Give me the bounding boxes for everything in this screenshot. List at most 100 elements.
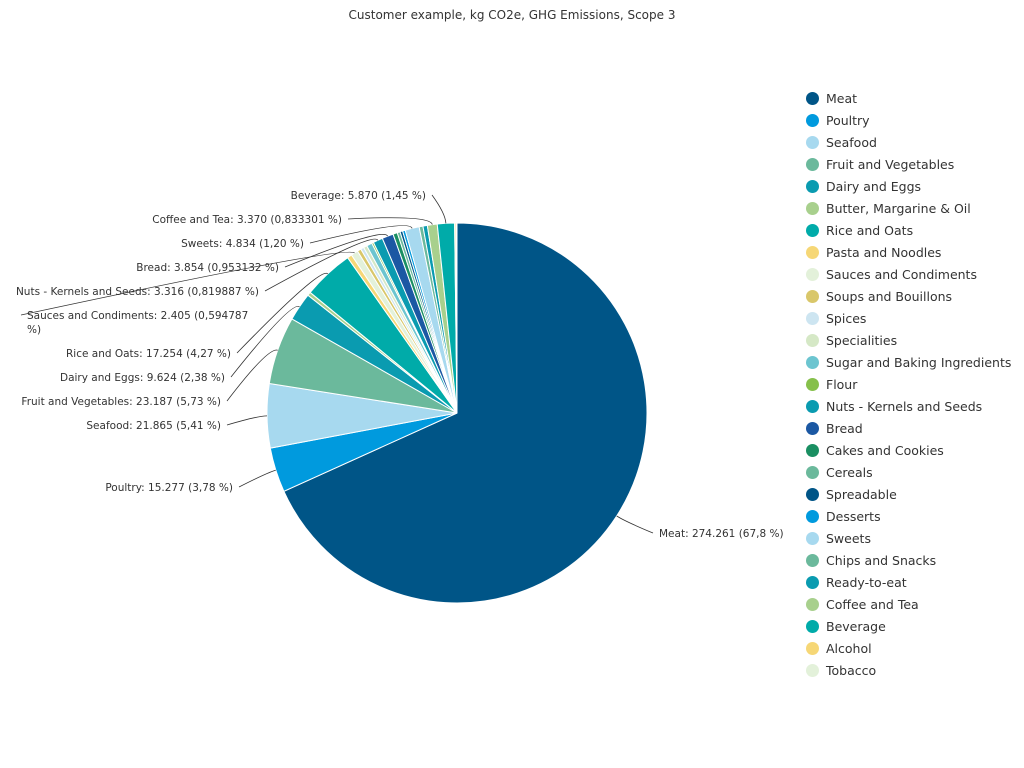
data-label: Coffee and Tea: 3.370 (0,833301 %)	[152, 214, 342, 226]
legend-item[interactable]: Meat	[806, 87, 1021, 109]
legend-label: Flour	[826, 376, 858, 392]
legend-label: Pasta and Noodles	[826, 244, 942, 260]
legend-item[interactable]: Cakes and Cookies	[806, 439, 1021, 461]
leader-line	[347, 217, 433, 225]
legend-marker	[806, 355, 819, 369]
legend-item[interactable]: Nuts - Kernels and Seeds	[806, 395, 1021, 417]
legend-marker	[806, 377, 819, 391]
legend-item[interactable]: Sugar and Baking Ingredients	[806, 351, 1021, 373]
legend-label: Spreadable	[826, 486, 897, 502]
legend-marker	[806, 399, 819, 413]
legend-label: Sauces and Condiments	[826, 266, 977, 282]
legend-marker	[806, 135, 819, 149]
leader-line	[431, 194, 447, 224]
pie-slice-tobacco[interactable]	[455, 222, 458, 414]
legend-label: Desserts	[826, 508, 881, 524]
legend-item[interactable]: Cereals	[806, 461, 1021, 483]
legend-item[interactable]: Chips and Snacks	[806, 549, 1021, 571]
legend-label: Fruit and Vegetables	[826, 156, 955, 172]
leader-line	[616, 515, 654, 534]
leader-line	[20, 251, 355, 316]
legend-item[interactable]: Soups and Bouillons	[806, 285, 1021, 307]
legend-label: Butter, Margarine & Oil	[826, 200, 971, 216]
legend-label: Sugar and Baking Ingredients	[826, 354, 1012, 370]
leader-line	[284, 233, 388, 268]
leader-line	[309, 225, 413, 244]
legend-item[interactable]: Fruit and Vegetables	[806, 153, 1021, 175]
legend-item[interactable]: Alcohol	[806, 637, 1021, 659]
legend-marker	[806, 443, 819, 457]
legend-item[interactable]: Dairy and Eggs	[806, 175, 1021, 197]
legend-marker	[806, 91, 819, 105]
legend-label: Meat	[826, 90, 858, 106]
legend-label: Rice and Oats	[826, 222, 914, 238]
legend-marker	[806, 289, 819, 303]
legend-item[interactable]: Seafood	[806, 131, 1021, 153]
legend-item[interactable]: Desserts	[806, 505, 1021, 527]
legend-marker	[806, 509, 819, 523]
legend-item[interactable]: Specialities	[806, 329, 1021, 351]
legend-marker	[806, 179, 819, 193]
legend-marker	[806, 333, 819, 347]
legend-marker	[806, 421, 819, 435]
data-label: Sauces and Condiments: 2.405 (0,594787%)	[27, 310, 248, 336]
legend-marker	[806, 201, 819, 215]
legend-item[interactable]: Rice and Oats	[806, 219, 1021, 241]
legend-item[interactable]: Butter, Margarine & Oil	[806, 197, 1021, 219]
data-label: Beverage: 5.870 (1,45 %)	[291, 190, 426, 202]
legend-marker	[806, 553, 819, 567]
data-label: Fruit and Vegetables: 23.187 (5,73 %)	[21, 396, 221, 408]
legend-item[interactable]: Sweets	[806, 527, 1021, 549]
legend-label: Poultry	[826, 112, 870, 128]
legend-label: Spices	[826, 310, 867, 326]
legend-marker	[806, 487, 819, 501]
legend-marker	[806, 597, 819, 611]
legend-marker	[806, 223, 819, 237]
legend-label: Soups and Bouillons	[826, 288, 953, 304]
data-label: Rice and Oats: 17.254 (4,27 %)	[66, 348, 231, 360]
data-label: Nuts - Kernels and Seeds: 3.316 (0,81988…	[16, 286, 259, 298]
data-label: Dairy and Eggs: 9.624 (2,38 %)	[60, 372, 225, 384]
legend-label: Ready-to-eat	[826, 574, 907, 590]
leader-line	[226, 349, 278, 402]
data-label: Bread: 3.854 (0,953132 %)	[136, 262, 279, 274]
legend-label: Cakes and Cookies	[826, 442, 944, 458]
legend-item[interactable]: Ready-to-eat	[806, 571, 1021, 593]
legend-label: Sweets	[826, 530, 871, 546]
legend-label: Chips and Snacks	[826, 552, 937, 568]
legend-label: Coffee and Tea	[826, 596, 919, 612]
legend-label: Cereals	[826, 464, 873, 480]
chart-title: Customer example, kg CO2e, GHG Emissions…	[348, 8, 676, 22]
legend-item[interactable]: Sauces and Condiments	[806, 263, 1021, 285]
data-label: Meat: 274.261 (67,8 %)	[659, 528, 784, 540]
legend-item[interactable]: Tobacco	[806, 659, 1021, 681]
legend-marker	[806, 619, 819, 633]
legend-item[interactable]: Pasta and Noodles	[806, 241, 1021, 263]
legend-item[interactable]: Beverage	[806, 615, 1021, 637]
data-label: Poultry: 15.277 (3,78 %)	[105, 482, 233, 494]
legend-label: Specialities	[826, 332, 898, 348]
legend-item[interactable]: Spreadable	[806, 483, 1021, 505]
leader-line	[264, 238, 379, 292]
legend-item[interactable]: Poultry	[806, 109, 1021, 131]
legend-marker	[806, 663, 819, 677]
legend-item[interactable]: Spices	[806, 307, 1021, 329]
pie-slice-meat[interactable]	[283, 222, 648, 604]
legend-label: Beverage	[826, 618, 886, 634]
legend-marker	[806, 531, 819, 545]
legend-marker	[806, 641, 819, 655]
legend-item[interactable]: Coffee and Tea	[806, 593, 1021, 615]
legend-marker	[806, 157, 819, 171]
legend-marker	[806, 575, 819, 589]
legend-item[interactable]: Flour	[806, 373, 1021, 395]
legend-item[interactable]: Bread	[806, 417, 1021, 439]
legend-label: Alcohol	[826, 640, 872, 656]
legend-label: Bread	[826, 420, 863, 436]
leader-line	[226, 415, 268, 426]
legend-label: Dairy and Eggs	[826, 178, 922, 194]
legend-label: Seafood	[826, 134, 877, 150]
legend-marker	[806, 245, 819, 259]
data-label: Sweets: 4.834 (1,20 %)	[181, 238, 304, 250]
legend-marker	[806, 311, 819, 325]
